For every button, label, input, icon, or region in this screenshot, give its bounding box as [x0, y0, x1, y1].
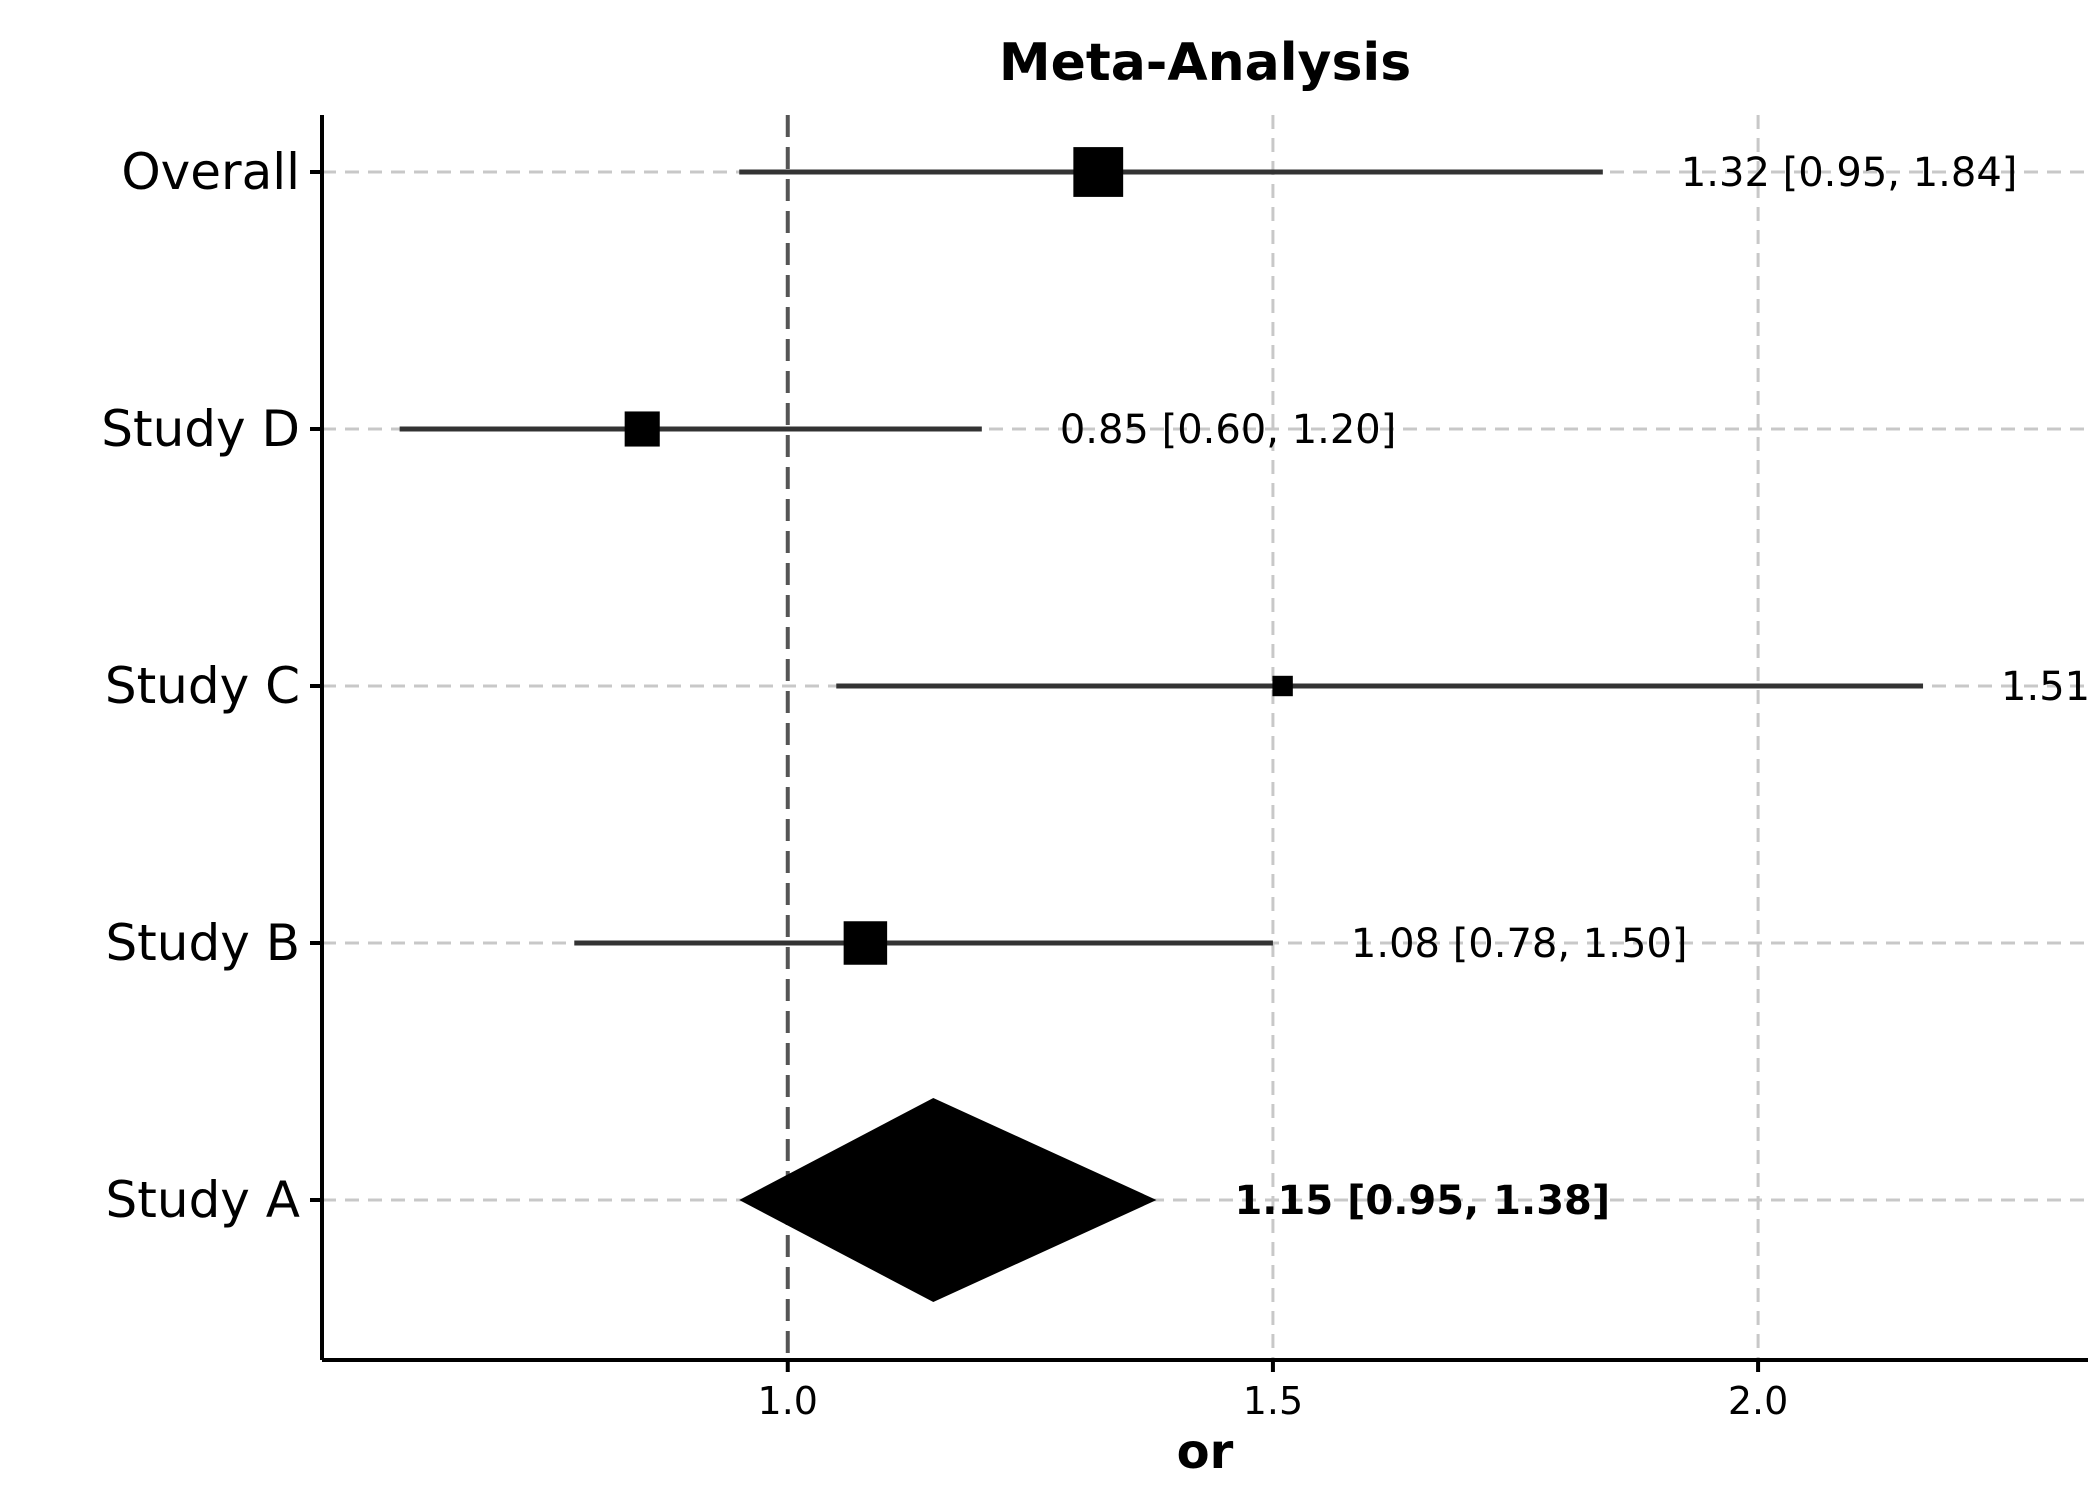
estimate-label-study-c: 1.51	[2001, 664, 2090, 710]
x-tick-label-1.0: 1.0	[758, 1379, 818, 1423]
y-tick-label-study-c: Study C	[105, 657, 300, 715]
estimate-labels: 1.32 [0.95, 1.84] 0.85 [0.60, 1.20] 1.51 1.…	[1060, 150, 2090, 1224]
marker-study-d	[624, 411, 660, 447]
diamond-study-a	[739, 1098, 1157, 1302]
y-tick-label-overall: Overall	[121, 143, 300, 201]
y-tick-label-study-b: Study B	[105, 914, 300, 972]
marker-study-b	[843, 921, 888, 965]
estimate-markers	[624, 147, 1293, 1302]
grid-lines	[322, 115, 2088, 1360]
chart-title: Meta-Analysis	[999, 33, 1411, 93]
estimate-label-study-d: 0.85 [0.60, 1.20]	[1060, 407, 1397, 453]
x-tick-label-2.0: 2.0	[1728, 1379, 1788, 1423]
estimate-label-study-b: 1.08 [0.78, 1.50]	[1351, 921, 1688, 967]
x-tick-label-1.5: 1.5	[1243, 1379, 1303, 1423]
marker-study-c	[1272, 675, 1293, 697]
estimate-label-overall: 1.32 [0.95, 1.84]	[1681, 150, 2018, 196]
y-tick-label-study-a: Study A	[106, 1171, 300, 1229]
y-tick-label-study-d: Study D	[101, 400, 300, 458]
x-axis-label: or	[1177, 1424, 1234, 1480]
marker-overall	[1073, 147, 1124, 197]
confidence-intervals	[399, 169, 1924, 946]
estimate-label-study-a: 1.15 [0.95, 1.38]	[1234, 1178, 1610, 1224]
axes: Overall Study D Study C Study B Study A 1.0 1.…	[101, 115, 2088, 1423]
